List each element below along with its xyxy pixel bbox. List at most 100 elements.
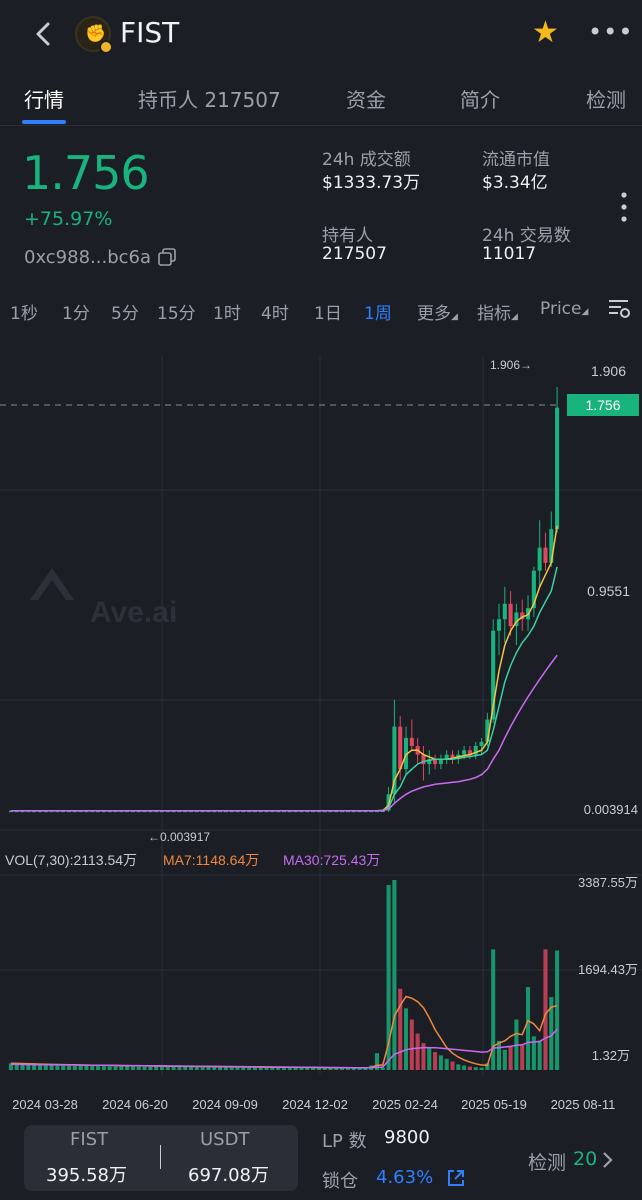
volume-bar	[101, 1066, 106, 1070]
interval-5m[interactable]: 5分	[111, 304, 139, 324]
volume-bar	[142, 1066, 147, 1070]
tab-bar: 行情 持币人 217507 资金 简介 检测	[0, 70, 642, 126]
volume-bar	[32, 1064, 37, 1070]
candle-body	[502, 603, 507, 620]
volume-bar	[386, 884, 391, 1070]
volume-bar	[287, 1067, 292, 1070]
interval-1h[interactable]: 1时	[213, 304, 241, 324]
more-intervals-dropdown[interactable]: 更多◢	[417, 299, 458, 324]
current-price: 1.756	[22, 146, 150, 200]
volume-bar	[502, 1049, 507, 1070]
candle-body	[380, 810, 385, 813]
volume-bar	[491, 949, 496, 1070]
tab-check[interactable]: 检测	[586, 88, 626, 112]
favorite-star-icon[interactable]: ★	[532, 15, 559, 50]
current-price-tag-text: 1.756	[585, 397, 620, 413]
volume-bar	[72, 1065, 77, 1070]
candle-body	[491, 630, 496, 720]
interval-1m[interactable]: 1分	[62, 304, 90, 324]
volume-bar	[549, 997, 554, 1070]
volume-bar	[427, 1047, 432, 1070]
volume-bar	[444, 1058, 449, 1070]
volume-bar	[252, 1067, 257, 1070]
candle-body	[555, 407, 560, 530]
interval-1w[interactable]: 1周	[364, 304, 392, 324]
price-chart[interactable]: Ave.ai 1.906 0.9551 0.003914 1.756 1.906→ ←0.…	[0, 330, 642, 1120]
volume-bar	[311, 1067, 316, 1070]
kebab-menu-icon[interactable]	[620, 190, 628, 224]
volume-bar	[293, 1067, 298, 1070]
volume-ma30-line	[10, 1028, 558, 1069]
pool-reserves: FIST 395.58万 USDT 697.08万	[24, 1125, 298, 1191]
price-axis: 1.906 0.9551 0.003914 1.756 1.906→ ←0.003917 V…	[0, 358, 639, 868]
time-axis-label: 2025 02-24	[372, 1097, 438, 1112]
lp-count-value: 9800	[384, 1127, 430, 1148]
chevron-right-icon[interactable]	[600, 1148, 616, 1172]
watermark-text: Ave.ai	[90, 596, 177, 629]
token-logo: ✊	[75, 16, 113, 54]
volume-bar	[328, 1067, 333, 1070]
candle-body	[549, 529, 554, 563]
volume-bar	[473, 1067, 478, 1070]
volume-bar	[403, 1008, 409, 1070]
volume-bar	[270, 1067, 275, 1070]
price-axis-label-top: 1.906	[591, 363, 626, 379]
volume-bar	[531, 1036, 536, 1070]
volume-bar	[78, 1065, 83, 1070]
contract-address: 0xc988...bc6a	[24, 247, 152, 268]
volume-bar	[130, 1066, 135, 1070]
volume-bar	[433, 1052, 438, 1070]
volume-bar	[223, 1067, 228, 1070]
volume-bar	[281, 1067, 287, 1070]
dropdown-triangle-icon: ◢	[451, 312, 458, 322]
candle-body	[537, 547, 542, 571]
back-arrow-icon[interactable]	[30, 18, 58, 50]
volume-bar	[340, 1068, 345, 1070]
txns-24h-label: 24h 交易数	[482, 226, 571, 246]
more-options-icon[interactable]: •••	[588, 18, 634, 46]
volume-bar	[334, 1067, 339, 1070]
price-mode-label: Price	[540, 299, 582, 319]
volume-bar	[421, 1043, 426, 1070]
volume-bar	[299, 1067, 304, 1070]
security-check-label[interactable]: 检测	[528, 1152, 567, 1174]
volume-bar	[183, 1067, 188, 1070]
volume-bar	[90, 1066, 95, 1070]
external-link-icon[interactable]	[446, 1168, 466, 1188]
time-axis-label: 2025 08-11	[551, 1097, 616, 1112]
chart-settings-icon[interactable]	[608, 298, 632, 320]
volume-bar	[264, 1067, 269, 1070]
volume-bar	[345, 1068, 350, 1070]
interval-1s[interactable]: 1秒	[10, 304, 38, 324]
candle-body	[462, 750, 467, 755]
tab-funds[interactable]: 资金	[346, 88, 386, 112]
divider	[160, 1145, 161, 1169]
volume-bar	[526, 986, 531, 1070]
volume-bar	[125, 1066, 130, 1070]
interval-1d[interactable]: 1日	[314, 304, 342, 324]
watermark: Ave.ai	[30, 568, 177, 629]
volume-bar	[171, 1066, 176, 1070]
interval-4h[interactable]: 4时	[261, 304, 289, 324]
volume-bar	[159, 1066, 165, 1070]
tab-holders[interactable]: 持币人 217507	[138, 88, 281, 112]
price-mode-dropdown[interactable]: Price◢	[540, 299, 588, 319]
tab-market[interactable]: 行情	[24, 88, 64, 112]
base-token-reserve: 395.58万	[46, 1165, 127, 1186]
interval-15m[interactable]: 15分	[157, 304, 196, 324]
candle-body	[496, 619, 502, 631]
active-tab-indicator	[22, 120, 66, 124]
volume-bar	[136, 1066, 141, 1070]
volume-bar	[200, 1067, 205, 1070]
indicators-label: 指标	[477, 304, 511, 324]
volume-bar	[479, 1067, 484, 1070]
lock-label: 锁仓	[322, 1171, 358, 1192]
indicators-dropdown[interactable]: 指标◢	[477, 299, 518, 324]
volume-bar	[392, 880, 397, 1070]
volume-bar	[322, 1067, 327, 1070]
copy-icon[interactable]	[158, 248, 176, 266]
volume-bar	[357, 1068, 362, 1070]
security-check-count[interactable]: 20	[573, 1148, 598, 1170]
lock-value[interactable]: 4.63%	[376, 1167, 434, 1188]
tab-intro[interactable]: 简介	[460, 88, 500, 112]
